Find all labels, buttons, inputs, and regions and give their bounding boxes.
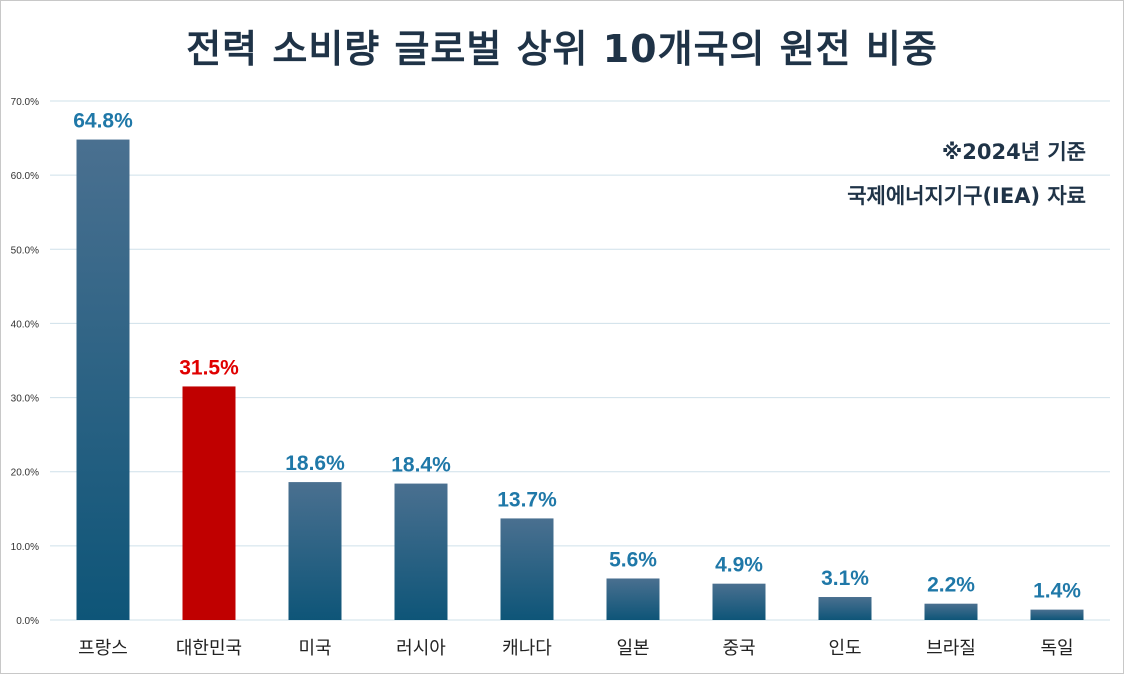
bar [182, 386, 236, 620]
data-label: 4.9% [715, 554, 763, 577]
data-label: 18.6% [285, 452, 345, 475]
x-axis: 프랑스 대한민국 미국 러시아 캐나다 일본 중국 인도 브라질 독일 [78, 638, 1073, 659]
y-tick-label: 30.0% [11, 394, 39, 405]
y-tick-label: 60.0% [11, 171, 39, 182]
y-tick-label: 70.0% [11, 97, 39, 108]
x-tick-label: 대한민국 [176, 638, 242, 659]
x-tick-label: 브라질 [926, 638, 976, 659]
y-tick-label: 40.0% [11, 319, 39, 330]
bar [288, 482, 342, 620]
data-label: 1.4% [1033, 580, 1081, 603]
data-label: 31.5% [179, 356, 239, 379]
y-tick-label: 10.0% [11, 542, 39, 553]
y-tick-label: 0.0% [16, 616, 39, 627]
x-tick-label: 인도 [828, 638, 861, 659]
bar [1030, 609, 1084, 620]
bar [818, 597, 872, 620]
x-tick-label: 미국 [298, 638, 331, 659]
data-label: 64.8% [73, 110, 133, 133]
data-label: 18.4% [391, 454, 451, 477]
y-tick-label: 20.0% [11, 468, 39, 479]
x-tick-label: 캐나다 [502, 638, 552, 659]
y-axis: 0.0% 10.0% 20.0% 30.0% 40.0% 50.0% 60.0% 70.0% [11, 97, 39, 627]
bar [712, 583, 766, 620]
bar [76, 139, 130, 620]
bar [500, 518, 554, 620]
x-tick-label: 중국 [722, 638, 755, 659]
note-source: 국제에너지기구(IEA) 자료 [847, 184, 1086, 208]
bar [606, 578, 660, 620]
x-tick-label: 독일 [1040, 638, 1073, 659]
bar [924, 603, 978, 620]
x-tick-label: 프랑스 [78, 638, 128, 659]
x-tick-label: 러시아 [396, 638, 446, 659]
bar [394, 483, 448, 620]
note-year: ※2024년 기준 [941, 140, 1086, 164]
x-tick-label: 일본 [616, 638, 649, 659]
data-label: 5.6% [609, 548, 657, 571]
bars [76, 139, 1084, 620]
data-label: 3.1% [821, 567, 869, 590]
chart-title: 전력 소비량 글로벌 상위 10개국의 원전 비중 [186, 27, 938, 71]
data-label: 2.2% [927, 574, 975, 597]
value-labels: 64.8% 31.5% 18.6% 18.4% 13.7% 5.6% 4.9% 3.1% 2.2… [73, 110, 1081, 603]
y-tick-label: 50.0% [11, 245, 39, 256]
data-label: 13.7% [497, 488, 557, 511]
